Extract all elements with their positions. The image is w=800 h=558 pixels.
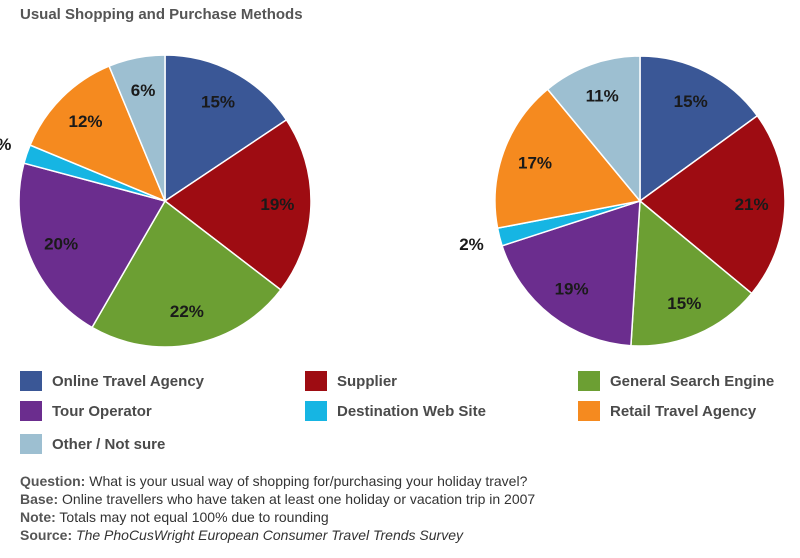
legend-item-retail-travel-agency: Retail Travel Agency: [578, 400, 756, 422]
question-line: Question: What is your usual way of shop…: [20, 472, 790, 490]
legend-item-supplier: Supplier: [305, 370, 397, 392]
pie2-label-other-not-sure: 11%: [586, 87, 619, 106]
question-label: Question:: [20, 473, 86, 489]
legend-swatch-tour-operator: [20, 401, 42, 421]
legend-item-online-travel-agency: Online Travel Agency: [20, 370, 204, 392]
pie1-label-general-search-engine: 22%: [170, 302, 204, 321]
legend-label-general-search-engine: General Search Engine: [610, 372, 775, 390]
pie2-label-supplier: 21%: [735, 195, 769, 214]
pie1-label-tour-operator: 20%: [44, 235, 78, 254]
chart-title: Usual Shopping and Purchase Methods: [20, 6, 303, 23]
legend-label-destination-web-site: Destination Web Site: [337, 402, 486, 420]
pie1-slice-tour-operator: [18, 162, 167, 329]
legend-swatch-online-travel-agency: [20, 371, 42, 391]
pie2-label-destination-web-site: 2%: [459, 235, 484, 254]
footnotes: Question: What is your usual way of shop…: [20, 472, 790, 544]
legend-item-tour-operator: Tour Operator: [20, 400, 152, 422]
source-label: Source:: [20, 527, 73, 543]
legend-item-other-not-sure: Other / Not sure: [20, 433, 165, 455]
pie2-slice-general-search-engine: [630, 199, 753, 347]
pie1-slice-general-search-engine: [90, 199, 282, 348]
base-line: Base: Online travellers who have taken a…: [20, 490, 790, 508]
legend-label-retail-travel-agency: Retail Travel Agency: [610, 402, 757, 420]
base-label: Base:: [20, 491, 59, 507]
legend-label-supplier: Supplier: [337, 372, 398, 390]
pie1-label-supplier: 19%: [260, 195, 294, 214]
pie-charts: 15% 19% 22% 20% 2% 12% 6% 15% 21% 15% 19% 2% 17% 11%: [0, 54, 786, 348]
pie2-label-retail-travel-agency: 17%: [518, 154, 552, 173]
pie2-label-general-search-engine: 15%: [667, 294, 701, 313]
pie2-slice-tour-operator: [501, 199, 641, 347]
legend-swatch-supplier: [305, 371, 327, 391]
pie1-label-retail-travel-agency: 12%: [68, 112, 102, 131]
legend-swatch-retail-travel-agency: [578, 401, 600, 421]
pie2-label-tour-operator: 19%: [555, 280, 589, 299]
legend-label-other-not-sure: Other / Not sure: [52, 435, 166, 453]
legend-item-general-search-engine: General Search Engine: [578, 370, 774, 392]
note-text: Totals may not equal 100% due to roundin…: [55, 509, 329, 525]
pie1-slice-other-not-sure: [108, 54, 166, 202]
pie1-slice-retail-travel-agency: [29, 65, 167, 203]
pie2-slice-other-not-sure: [546, 55, 641, 204]
note-line: Note: Totals may not equal 100% due to r…: [20, 508, 790, 526]
source-line: Source: The PhoCusWright European Consum…: [20, 526, 790, 544]
legend-item-destination-web-site: Destination Web Site: [305, 400, 486, 422]
pie1-slice-supplier: [163, 118, 312, 291]
pie2-slice-online-travel-agency: [639, 55, 759, 203]
question-text: What is your usual way of shopping for/p…: [85, 473, 528, 489]
legend-label-tour-operator: Tour Operator: [52, 402, 152, 420]
legend-swatch-other-not-sure: [20, 434, 42, 454]
note-label: Note:: [20, 509, 56, 525]
legend-swatch-general-search-engine: [578, 371, 600, 391]
pie2-slice-retail-travel-agency: [494, 88, 642, 230]
legend-label-online-travel-agency: Online Travel Agency: [52, 372, 204, 390]
pie1-label-other-not-sure: 6%: [131, 81, 156, 100]
pie1-label-online-travel-agency: 15%: [201, 92, 235, 111]
base-text: Online travellers who have taken at leas…: [58, 491, 536, 507]
legend-swatch-destination-web-site: [305, 401, 327, 421]
pie-chart-2: 15% 21% 15% 19% 2% 17% 11%: [459, 55, 786, 347]
pie1-label-destination-web-site: 2%: [0, 135, 11, 154]
pie-chart-1: 15% 19% 22% 20% 2% 12% 6%: [0, 54, 312, 348]
pie1-slice-online-travel-agency: [164, 54, 288, 203]
source-text: The PhoCusWright European Consumer Trave…: [72, 527, 463, 543]
pie2-label-online-travel-agency: 15%: [674, 92, 708, 111]
pie2-slice-supplier: [638, 114, 786, 295]
